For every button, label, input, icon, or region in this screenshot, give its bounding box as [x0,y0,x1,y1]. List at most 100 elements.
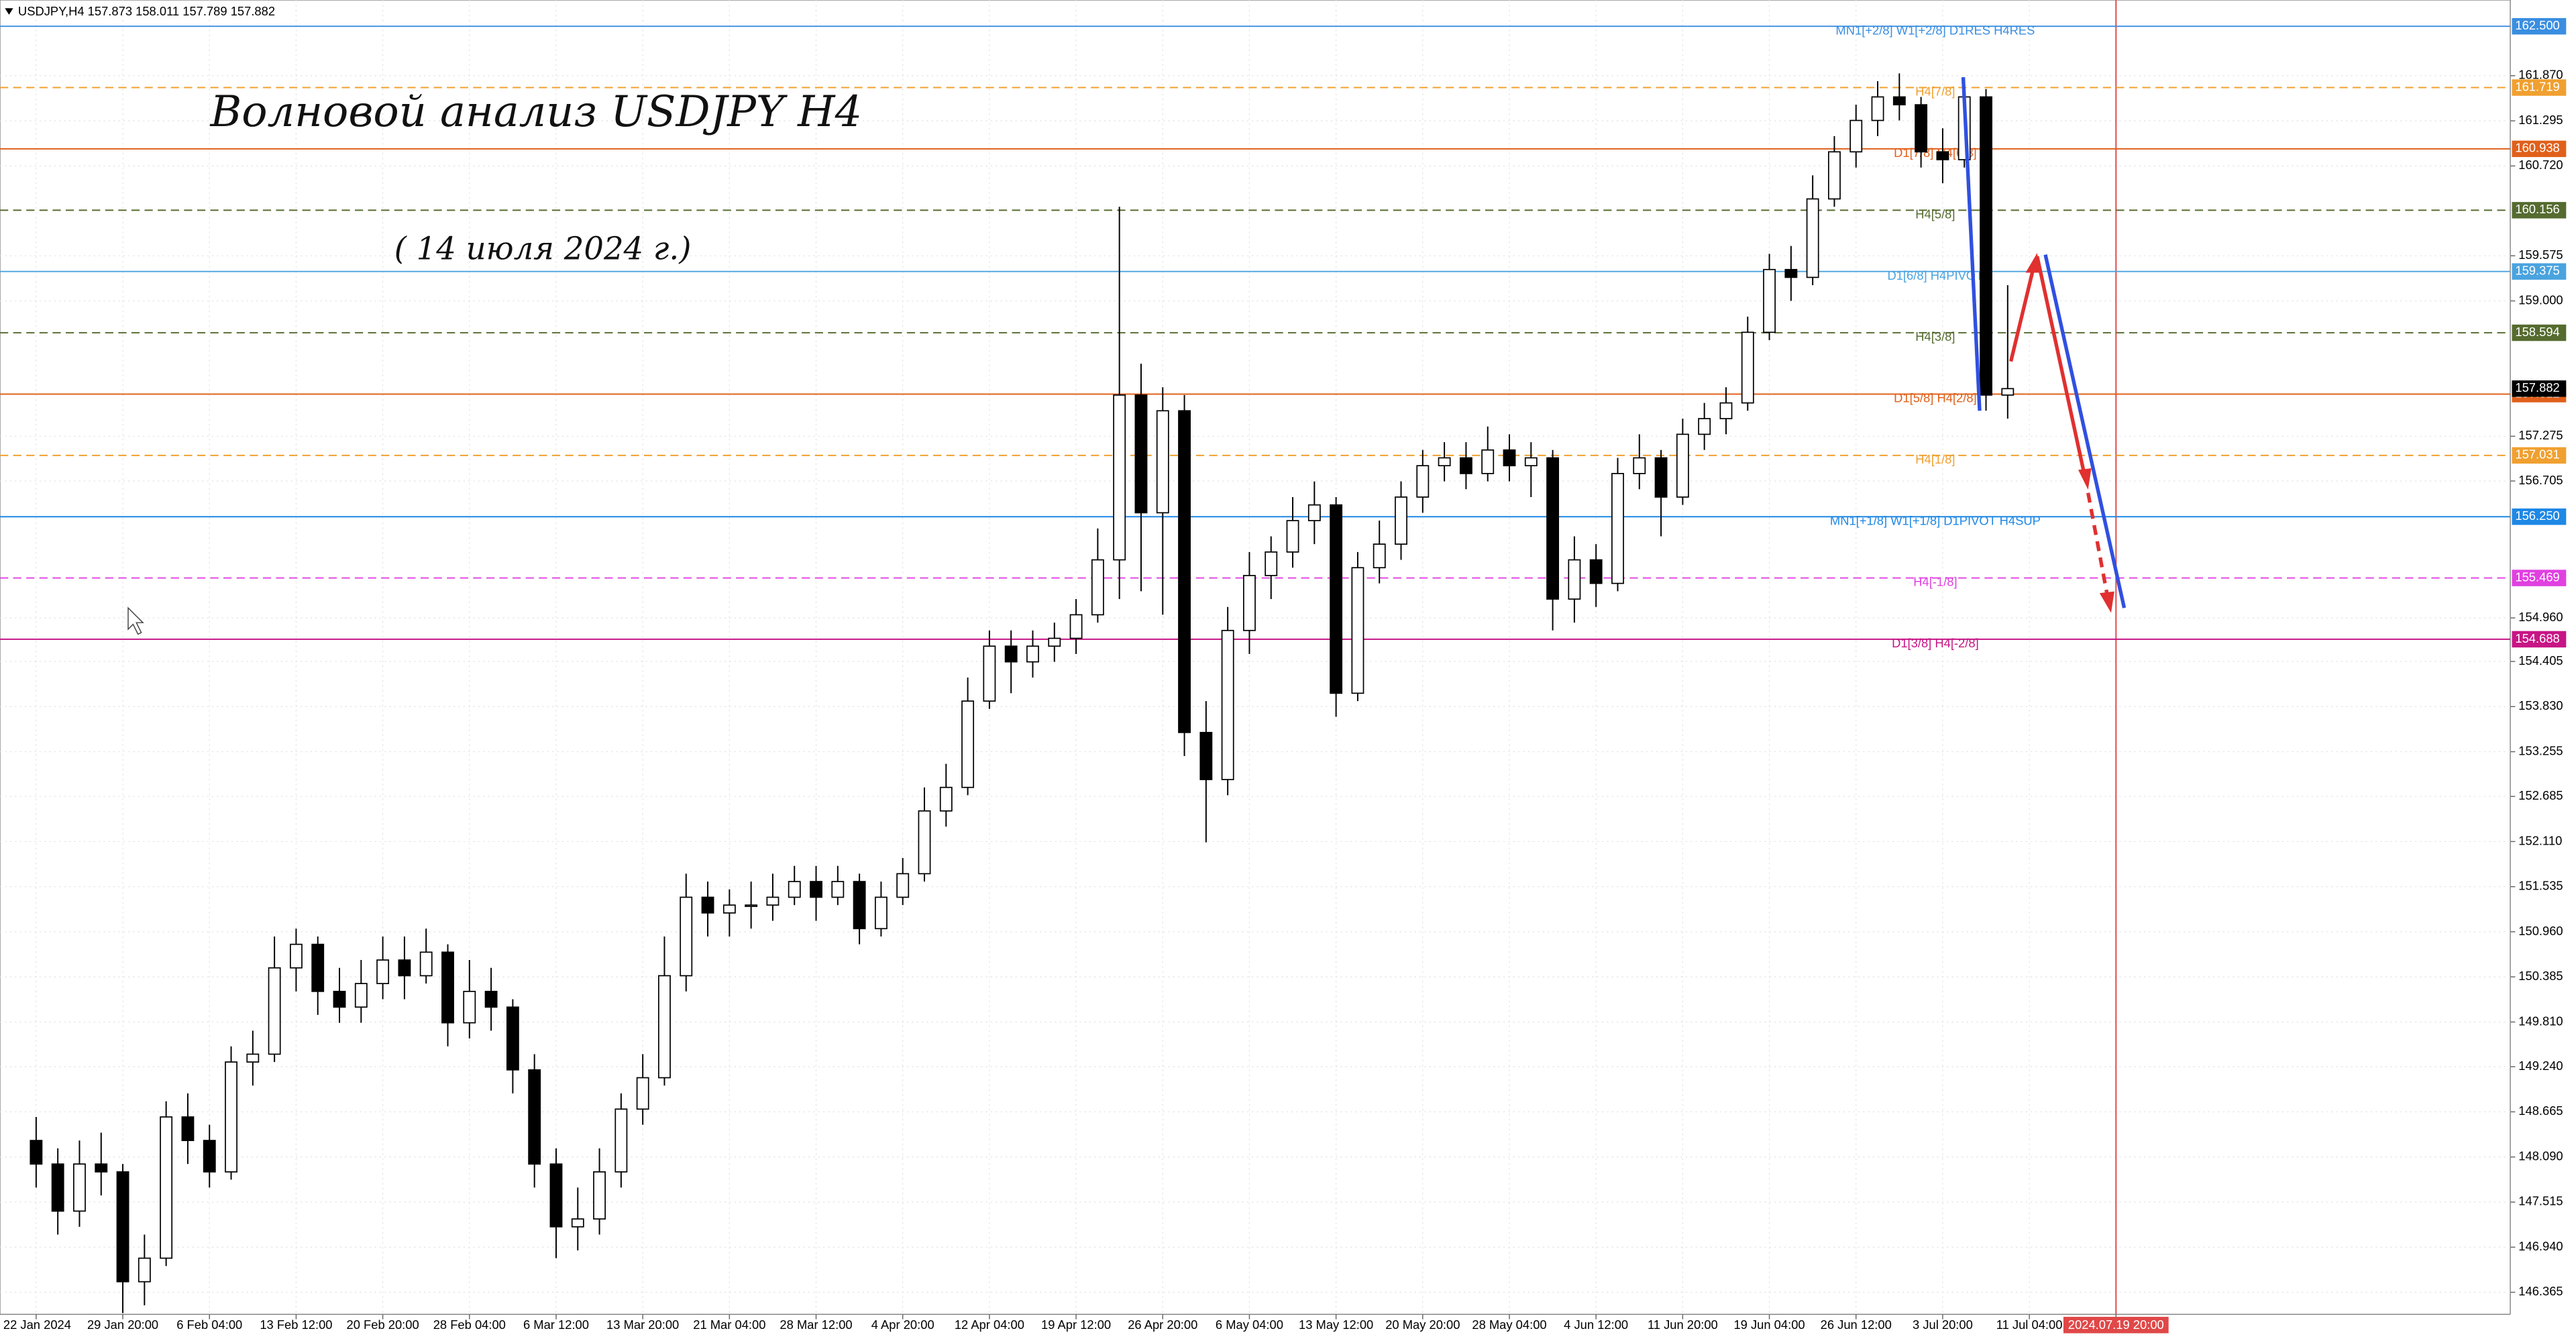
y-tick-label: 151.535 [2518,879,2563,893]
x-tick-label: 6 Mar 12:00 [523,1318,589,1332]
candle-body [2001,388,2015,396]
level-price-box [2512,79,2567,96]
level-price-label: 160.156 [2515,202,2559,216]
x-tick-label: 19 Jun 04:00 [1733,1318,1805,1332]
y-tick-label: 153.255 [2518,743,2563,757]
candle-body [614,1108,628,1173]
y-tick-label: 150.385 [2518,969,2563,983]
level-price-label: 154.688 [2515,631,2559,645]
candle-body [1915,104,1928,153]
level-price-box [2512,631,2567,648]
level-price-box [2512,508,2567,525]
y-tick-label: 146.365 [2518,1284,2563,1298]
candle-body [745,904,758,908]
candle-body [874,896,888,930]
x-tick-label: 19 Apr 12:00 [1041,1318,1111,1332]
symbol-menu-icon[interactable] [5,8,13,15]
candle-body [398,959,411,977]
x-tick-label: 6 May 04:00 [1216,1318,1283,1332]
chart-header: USDJPY,H4 157.873 158.011 157.789 157.88… [18,4,275,18]
mouse-cursor [127,606,144,635]
y-tick-label: 148.090 [2518,1148,2563,1163]
x-tick-label: 28 Feb 04:00 [433,1318,506,1332]
x-tick-label: 12 Apr 04:00 [955,1318,1024,1332]
candle-body [181,1116,195,1141]
candle-body [1980,96,1992,396]
candle-body [1459,457,1472,474]
candle-body [658,975,671,1079]
candle-body [1351,567,1364,694]
candle-body [138,1257,151,1283]
candle-body [701,896,714,914]
candle-body [853,881,866,930]
candle-body [1871,96,1884,121]
candle-body [918,810,931,875]
candle-body [549,1163,563,1228]
candle-body [939,786,953,812]
candle-body [1243,575,1256,631]
candle-body [961,700,975,788]
y-tick-label: 154.405 [2518,653,2563,667]
x-tick-label: 2024.07.19 20:00 [2068,1318,2164,1332]
candle-body [1307,504,1321,521]
level-label: D1[6/8] H4PIVOT [1887,268,1983,282]
candle-body [1481,449,1495,474]
level-price-box [2512,263,2567,280]
x-tick-label: 21 Mar 04:00 [693,1318,765,1332]
level-price-label: 155.469 [2515,570,2559,584]
x-tick-label: 4 Jun 12:00 [1564,1318,1628,1332]
candle-body [1373,543,1386,569]
level-label: H4[1/8] [1915,452,1955,466]
y-tick-label: 156.705 [2518,473,2563,487]
candle-body [30,1140,43,1165]
y-tick-label: 149.810 [2518,1014,2563,1028]
candle-body [1719,402,1733,419]
level-price-box [2512,202,2567,219]
candle-body [1741,331,1754,404]
x-tick-label: 13 Mar 20:00 [606,1318,679,1332]
arrow-head [2078,468,2092,490]
x-tick-label: 28 May 04:00 [1472,1318,1546,1332]
candle-body [1199,732,1213,780]
y-tick-label: 153.830 [2518,698,2563,712]
candle-body [1156,410,1169,514]
x-tick-label: 26 Jun 12:00 [1821,1318,1892,1332]
candle-body [95,1163,108,1173]
candle-body [831,881,845,898]
x-tick-label: 11 Jun 20:00 [1648,1318,1718,1332]
x-tick-label: 13 Feb 12:00 [260,1318,332,1332]
candle-body [484,990,498,1008]
level-label: D1[7/8] H4[6/8] [1894,146,1976,160]
candle-body [225,1061,237,1173]
arrow-head [2099,591,2114,613]
level-label: D1[5/8] H4[2/8] [1894,391,1976,405]
candle-body [1221,629,1234,780]
candles [30,73,2015,1314]
level-price-label: 159.375 [2515,264,2559,278]
y-tick-label: 146.940 [2518,1239,2563,1253]
candle-body [788,881,801,898]
x-tick-label: 22 Jan 2024 [3,1318,71,1332]
y-tick-label: 148.665 [2518,1104,2563,1118]
x-tick-label: 26 Apr 20:00 [1128,1318,1197,1332]
forecast-arrow [2008,266,2036,362]
forecast-drawings [1961,76,2127,613]
y-tick-label: 161.870 [2518,68,2563,82]
candle-body [1286,520,1299,553]
x-tick-label: 6 Feb 04:00 [176,1318,242,1332]
candle-body [571,1218,584,1228]
wave-line [2043,254,2127,608]
level-price-label: 157.031 [2515,447,2559,462]
x-tick-label: 3 Jul 20:00 [1913,1318,1973,1332]
candle-body [1676,433,1689,498]
y-tick-label: 152.110 [2518,833,2562,847]
y-tick-label: 160.720 [2518,158,2563,172]
level-price-label: 162.500 [2515,18,2559,32]
forecast-arrow [2086,492,2110,598]
levels: MN1[+2/8] W1[+2/8] D1RES H4RES H4[7/8] D1[… [0,0,2511,1315]
candle-body [1849,119,1863,153]
level-label: H4[5/8] [1915,207,1955,221]
time-marker-box [2063,1316,2169,1334]
candle-body [1004,645,1018,663]
chart-title: Волновой анализ USDJPY H4 [209,87,862,137]
